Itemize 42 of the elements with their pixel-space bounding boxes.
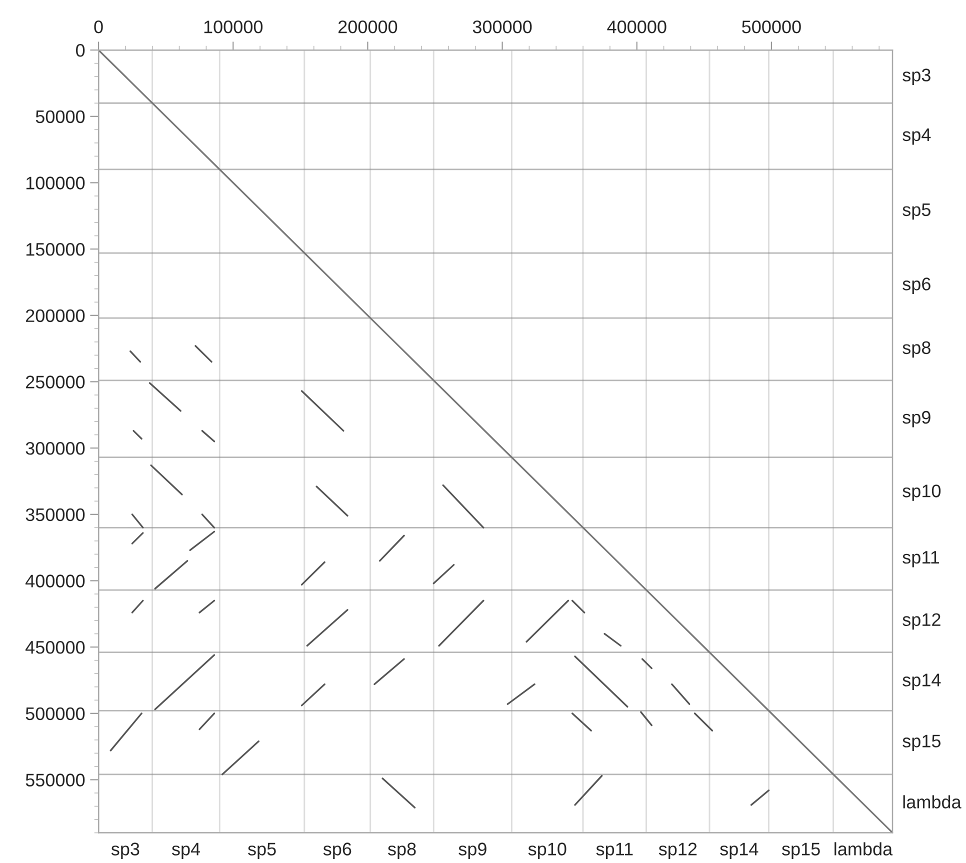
x-tick-label: 400000 xyxy=(607,20,666,34)
band-label: lambda xyxy=(903,795,962,808)
band-label: sp15 xyxy=(902,734,941,751)
band-label: sp8 xyxy=(902,341,930,358)
band-label: lambda xyxy=(834,842,893,856)
band-label: sp11 xyxy=(596,842,633,860)
y-tick-label: 550000 xyxy=(26,774,85,786)
y-tick-label: 100000 xyxy=(26,176,85,190)
y-tick-label: 500000 xyxy=(26,707,85,720)
band-label: sp5 xyxy=(902,203,930,220)
y-tick-label: 150000 xyxy=(26,242,85,256)
band-label: sp8 xyxy=(388,842,416,860)
x-tick-label: 300000 xyxy=(472,20,532,34)
x-tick-label: 100000 xyxy=(204,20,263,34)
band-label: sp5 xyxy=(248,842,276,860)
y-tick-label: 250000 xyxy=(26,376,85,388)
band-label: sp12 xyxy=(658,842,697,860)
band-label: sp10 xyxy=(528,842,566,860)
band-label: sp4 xyxy=(172,842,200,860)
band-label: sp11 xyxy=(902,551,940,568)
band-label: sp3 xyxy=(902,68,930,86)
y-tick-label: 50000 xyxy=(36,110,85,124)
band-label: sp12 xyxy=(902,613,940,630)
y-tick-label: 0 xyxy=(76,44,85,57)
y-tick-label: 400000 xyxy=(26,574,85,588)
band-label: sp6 xyxy=(902,278,930,294)
band-label: sp14 xyxy=(902,674,941,690)
band-label: sp14 xyxy=(720,842,758,860)
band-label: sp15 xyxy=(782,842,820,860)
band-label: sp9 xyxy=(458,842,486,860)
x-tick-label: 200000 xyxy=(338,20,398,34)
band-label: sp6 xyxy=(323,842,352,860)
y-tick-label: 450000 xyxy=(26,640,85,654)
band-label: sp9 xyxy=(902,410,930,428)
band-label: sp3 xyxy=(111,842,140,860)
x-tick-label: 500000 xyxy=(742,20,801,34)
band-label: sp10 xyxy=(902,484,941,501)
x-tick-label: 0 xyxy=(94,20,103,34)
band-label: sp4 xyxy=(902,128,931,145)
y-tick-label: 300000 xyxy=(26,442,85,455)
y-tick-label: 200000 xyxy=(26,309,85,322)
y-tick-label: 350000 xyxy=(26,508,85,522)
